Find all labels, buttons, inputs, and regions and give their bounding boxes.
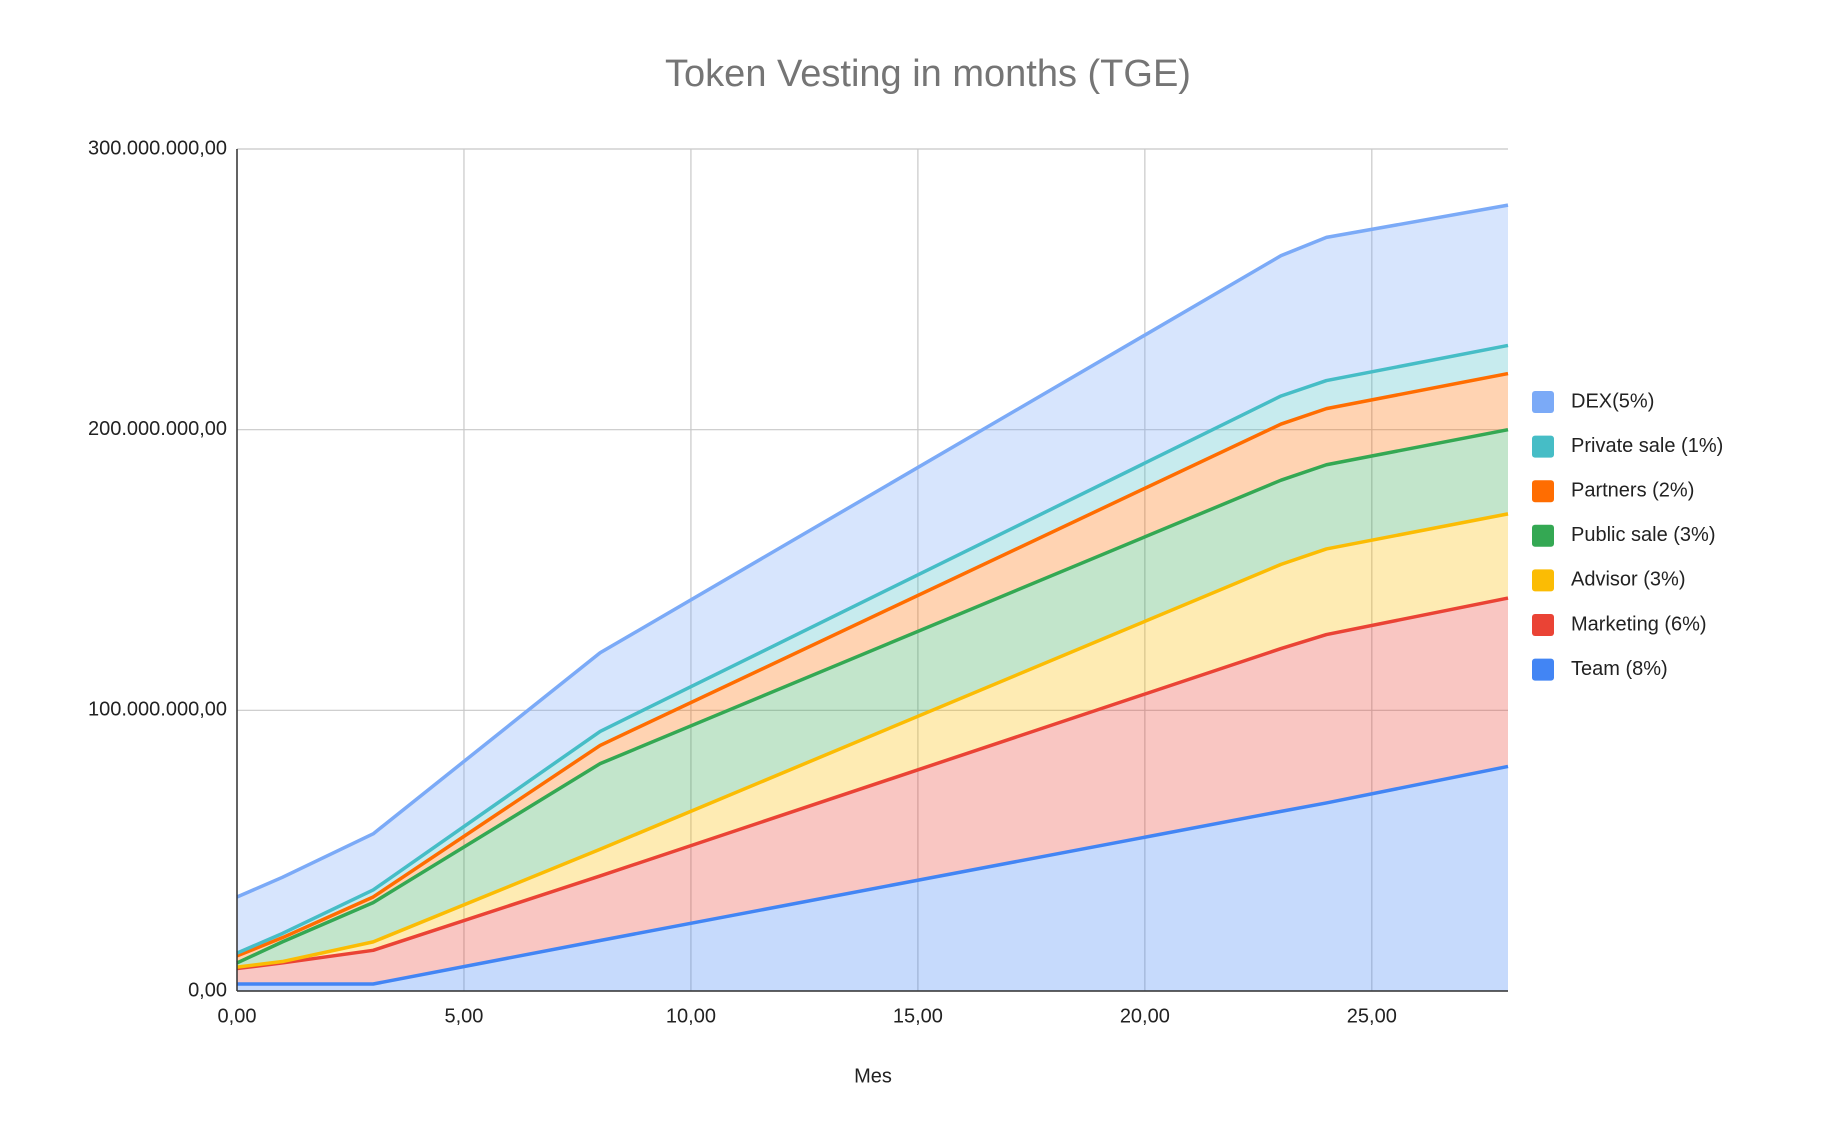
x-tick-label: 25,00 <box>1347 1005 1397 1027</box>
area <box>237 598 1508 984</box>
area <box>237 373 1508 963</box>
legend-swatch <box>1532 480 1554 503</box>
area-line <box>236 203 1509 899</box>
legend-label: Partners (2%) <box>1571 479 1694 501</box>
lines <box>236 203 1509 986</box>
area <box>237 766 1508 991</box>
area-line <box>236 512 1509 969</box>
y-tick-label: 300.000.000,00 <box>88 137 227 159</box>
chart-title: Token Vesting in months (TGE) <box>665 53 1191 95</box>
y-tick-label: 200.000.000,00 <box>88 418 227 440</box>
legend-label: Marketing (6%) <box>1571 613 1707 635</box>
area <box>237 513 1508 969</box>
legend-swatch <box>1532 658 1554 681</box>
area-line <box>236 343 1509 955</box>
area <box>237 429 1508 968</box>
y-tick-label: 100.000.000,00 <box>88 699 227 721</box>
x-tick-label: 15,00 <box>893 1005 943 1027</box>
legend-swatch <box>1532 391 1554 413</box>
x-tick-label: 0,00 <box>218 1005 257 1027</box>
area-line <box>236 427 1509 965</box>
axes: 0,00 100.000.000,00 200.000.000,00 300.000.… <box>88 137 1508 1027</box>
grid <box>236 148 1508 992</box>
legend-label: Advisor (3%) <box>1571 569 1685 591</box>
legend: Team (8%) Marketing (6%) Advisor (3%) Publi… <box>1532 390 1723 681</box>
area-line <box>236 371 1509 958</box>
legend-swatch <box>1532 569 1554 592</box>
x-axis-label: Mes <box>854 1065 892 1087</box>
y-tick-label: 0,00 <box>188 979 227 1001</box>
area <box>237 205 1508 954</box>
x-tick-label: 5,00 <box>444 1005 483 1027</box>
legend-swatch <box>1532 614 1554 636</box>
x-tick-label: 20,00 <box>1120 1005 1170 1027</box>
legend-label: Team (8%) <box>1571 658 1668 680</box>
legend-label: Public sale (3%) <box>1571 524 1716 546</box>
legend-swatch <box>1532 524 1554 547</box>
legend-label: Private sale (1%) <box>1571 435 1723 457</box>
area-line <box>237 764 1509 986</box>
legend-label: DEX(5%) <box>1571 390 1654 412</box>
x-tick-label: 10,00 <box>666 1005 716 1027</box>
legend-swatch <box>1532 435 1554 458</box>
